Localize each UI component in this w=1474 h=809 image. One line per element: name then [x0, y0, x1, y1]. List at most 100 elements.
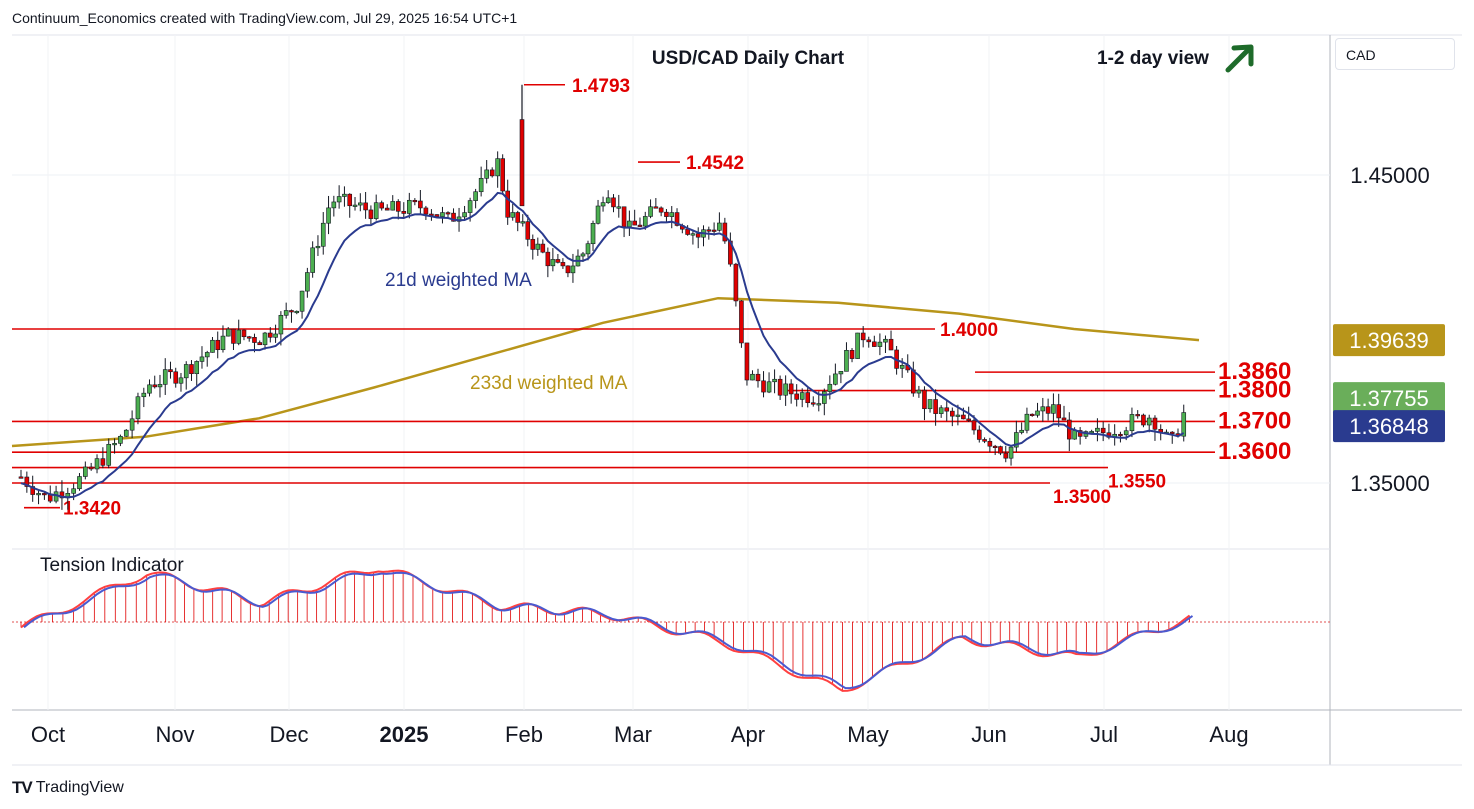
candle-body [59, 491, 65, 499]
candle-body [1019, 429, 1024, 433]
candle-body [1045, 406, 1051, 414]
ma233-label: 233d weighted MA [470, 373, 628, 394]
candle-body [347, 193, 353, 207]
candle-body [315, 245, 321, 249]
level-label: 1.3550 [1108, 472, 1166, 493]
chart-title: USD/CAD Daily Chart [652, 48, 845, 69]
candle-body [273, 333, 278, 338]
candle-body [278, 314, 284, 335]
candle-body [877, 341, 883, 347]
candle-body [1024, 413, 1030, 431]
candle-body [1152, 417, 1158, 430]
candle-body [664, 211, 669, 217]
candle-body [289, 310, 294, 313]
candle-body [1035, 410, 1040, 416]
candle-body [473, 191, 478, 201]
candle-body [368, 209, 374, 219]
candle-body [827, 383, 833, 392]
candle-body [484, 169, 489, 179]
candle-body [88, 466, 94, 470]
x-tick-label: Mar [614, 722, 652, 747]
candle-body [585, 243, 591, 255]
candle-body [1056, 404, 1062, 419]
level-label: 1.3800 [1218, 377, 1291, 404]
candle-body [560, 262, 566, 267]
candle-body [1061, 417, 1067, 421]
candle-body [489, 169, 495, 177]
candle-body [423, 207, 429, 215]
candle-body [30, 486, 35, 495]
candle-body [580, 253, 586, 257]
candle-body [971, 420, 977, 431]
candle-body [750, 373, 755, 381]
candle-body [955, 414, 961, 417]
level-label: 1.4793 [572, 76, 630, 97]
candle-body [685, 228, 690, 235]
candle-body [231, 328, 236, 344]
candle-body [204, 352, 210, 358]
x-tick-label: Jun [971, 722, 1006, 747]
candle-body [123, 429, 129, 437]
candle-body [833, 373, 838, 385]
candle-body [495, 158, 500, 177]
candle-body [189, 364, 194, 375]
candle-body [927, 399, 933, 410]
level-label: 1.4000 [940, 320, 998, 341]
attribution-text: Continuum_Economics created with Trading… [12, 10, 518, 26]
candle-body [1072, 430, 1077, 440]
tradingview-brand: TV TradingView [12, 778, 124, 798]
candle-body [462, 212, 467, 218]
candle-body [590, 222, 596, 245]
price-badge [1333, 382, 1445, 415]
price-badge-label: 1.39639 [1349, 328, 1429, 353]
candle-body [1118, 433, 1123, 437]
ma233-line [11, 296, 1200, 448]
candle-body [152, 384, 158, 388]
currency-selector[interactable]: CAD [1335, 38, 1455, 70]
candle-body [706, 229, 712, 232]
candle-body [772, 378, 777, 383]
candle-body [118, 435, 123, 444]
x-tick-label: Apr [731, 722, 765, 747]
price-badge-label: 1.36848 [1349, 414, 1429, 439]
candle-body [112, 443, 117, 446]
candle-body [565, 265, 571, 274]
candle-body [373, 202, 379, 219]
x-tick-label: Oct [31, 722, 65, 747]
candle-body [294, 310, 300, 314]
x-tick-label: May [847, 722, 889, 747]
candle-body [515, 212, 521, 223]
level-label: 1.4542 [686, 153, 744, 174]
candle-body [510, 212, 516, 218]
y-tick-label: 1.35000 [1350, 471, 1430, 496]
candle-body [616, 206, 622, 209]
ma21-line [20, 191, 1185, 499]
candle-body [42, 493, 47, 496]
candle-body [210, 339, 215, 353]
candle-body [637, 224, 643, 227]
candle-body [178, 377, 184, 384]
candle-body [966, 418, 971, 421]
view-label: 1-2 day view [1097, 48, 1209, 69]
candle-body [605, 197, 611, 203]
candle-body [299, 290, 305, 312]
candle-body [358, 202, 363, 206]
tension-indicator-title: Tension Indicator [40, 555, 184, 576]
candle-body [627, 220, 632, 228]
candle-body [690, 233, 696, 236]
y-tick-label: 1.45000 [1350, 163, 1430, 188]
candle-body [866, 339, 872, 343]
candle-body [1123, 430, 1129, 436]
candle-body [478, 177, 484, 193]
candle-body [135, 396, 141, 420]
candle-body [342, 193, 347, 197]
candle-body [519, 119, 525, 207]
candle-body [992, 445, 998, 449]
candle-body [783, 383, 788, 396]
candle-body [147, 384, 152, 394]
candle-body [899, 364, 905, 369]
candle-body [648, 206, 653, 217]
candle-body [733, 263, 739, 302]
candle-body [1135, 414, 1140, 417]
